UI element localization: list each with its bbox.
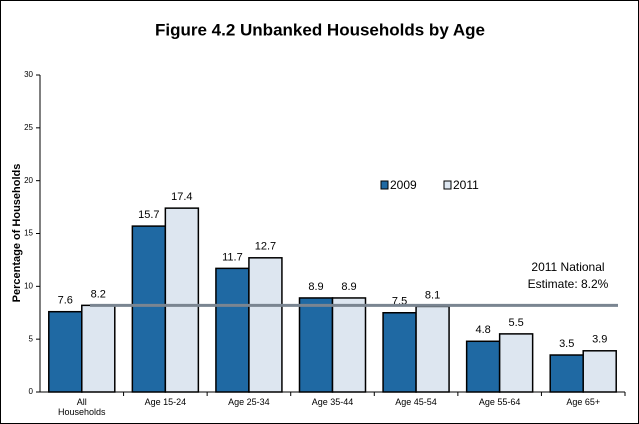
y-tick-label: 20	[24, 176, 33, 185]
x-tick-label: Age 25-34	[228, 397, 270, 407]
y-tick-label: 10	[24, 281, 33, 290]
y-tick-label: 15	[24, 229, 33, 238]
bar	[582, 350, 617, 393]
bar	[248, 257, 283, 393]
bar	[298, 297, 334, 393]
bar	[498, 333, 534, 393]
y-tick-label: 25	[24, 123, 33, 132]
x-tick-label: Age 35-44	[311, 397, 354, 407]
data-label: 4.8	[475, 324, 490, 336]
data-label: 3.9	[592, 334, 607, 346]
data-label: 5.5	[508, 317, 523, 329]
x-tick-label: Age 15-24	[144, 397, 187, 407]
annotation: Estimate: 8.2%	[528, 277, 609, 291]
bar	[48, 310, 83, 393]
data-label: 12.7	[255, 241, 276, 253]
annotation: 2011 National	[531, 260, 604, 274]
bar	[331, 297, 367, 393]
legend-swatch	[380, 180, 389, 190]
legend-label: 2009	[390, 178, 417, 192]
bar	[382, 312, 417, 393]
y-tick-label: 0	[29, 387, 34, 396]
data-label: 8.9	[308, 281, 323, 293]
data-label: 8.1	[425, 289, 440, 301]
chart-title: Figure 4.2 Unbanked Households by Age	[155, 20, 485, 39]
bar	[415, 305, 450, 393]
data-label: 8.9	[341, 281, 356, 293]
x-tick-label: Age 55-64	[478, 397, 521, 407]
y-axis-label: Percentage of Households	[11, 164, 23, 303]
bar	[549, 354, 584, 393]
data-label: 3.5	[559, 338, 574, 350]
data-label: 8.2	[91, 288, 106, 300]
data-label: 15.7	[138, 209, 159, 221]
bar	[131, 225, 167, 393]
data-label: 17.4	[171, 191, 192, 203]
y-tick-label: 30	[24, 70, 33, 79]
bar	[215, 267, 250, 393]
x-tick-label: Age 65+	[566, 397, 601, 407]
x-tick-label: Age 45-54	[395, 397, 437, 407]
y-tick-label: 5	[29, 334, 34, 343]
bar	[465, 340, 501, 393]
legend-label: 2011	[453, 178, 479, 192]
data-label: 11.7	[222, 251, 243, 263]
bar	[81, 304, 116, 393]
bar	[164, 207, 200, 393]
legend-swatch	[443, 180, 452, 190]
x-tick-label: All Households	[58, 397, 106, 417]
data-label: 7.6	[58, 295, 73, 307]
